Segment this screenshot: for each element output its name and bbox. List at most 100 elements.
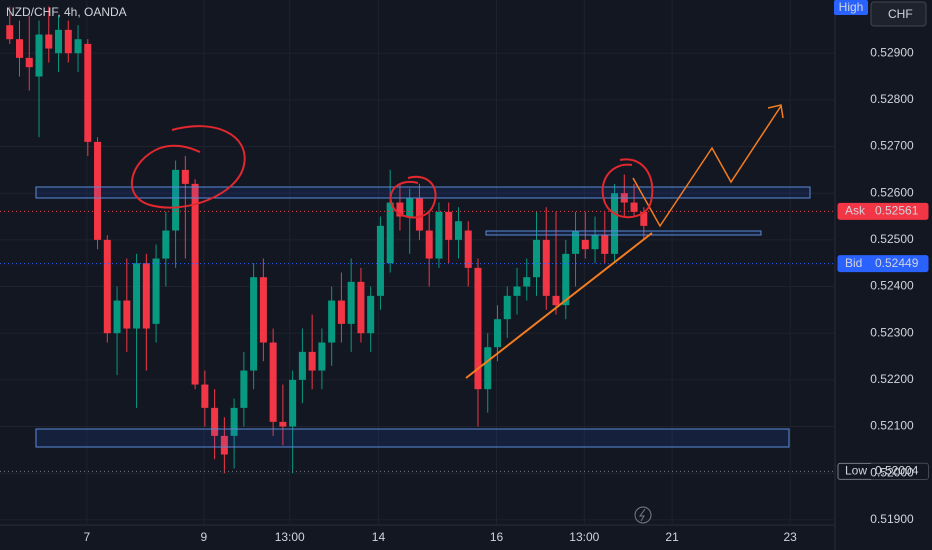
- price-tag-value-bg: [870, 463, 928, 480]
- circle-highlight: [389, 175, 437, 219]
- candle-body: [591, 235, 599, 250]
- candle-body: [630, 202, 638, 212]
- candle-body: [386, 202, 394, 264]
- candle-body: [562, 253, 570, 306]
- y-tick-label: 0.52600: [870, 185, 914, 199]
- resistance-zone: [35, 186, 811, 199]
- candle-body: [201, 384, 209, 408]
- candle-body: [357, 281, 365, 334]
- candle-body: [552, 295, 560, 306]
- candle-body: [572, 230, 580, 254]
- candle-body: [425, 230, 433, 259]
- candle-body: [484, 347, 492, 390]
- circle-highlight: [131, 125, 246, 209]
- drawings: [35, 104, 811, 448]
- candle-body: [640, 211, 648, 226]
- replay-icon-bolt: [639, 508, 646, 522]
- y-tick-label: 0.52800: [870, 92, 914, 106]
- x-tick-label: 21: [665, 530, 679, 544]
- x-tick-label: 9: [201, 530, 208, 544]
- candle-body: [6, 25, 14, 40]
- candle-body: [474, 267, 482, 390]
- candle-body: [181, 169, 189, 184]
- candle-body: [396, 202, 404, 217]
- currency-button-bg[interactable]: [870, 1, 927, 27]
- candle-body: [74, 39, 82, 54]
- price-tag-value-bg: [870, 255, 928, 272]
- candle-body: [250, 277, 258, 371]
- y-tick-label: 0.52100: [870, 419, 914, 433]
- candle-body: [45, 34, 53, 49]
- x-tick-label: 13:00: [275, 530, 305, 544]
- candle-body: [162, 230, 170, 259]
- candle-body: [279, 421, 287, 427]
- price-tag-value-bg: [870, 203, 928, 220]
- price-tag-value: 0.52004: [875, 464, 919, 478]
- candle-body: [142, 263, 150, 329]
- candle-body: [347, 281, 355, 324]
- candle-body: [259, 277, 267, 343]
- price-tag-name: Low: [845, 464, 867, 478]
- plot: [0, 6, 835, 474]
- y-tick-label: 0.52700: [870, 139, 914, 153]
- candle-body: [435, 211, 443, 259]
- candle-body: [318, 342, 326, 371]
- circle-highlight: [601, 158, 654, 219]
- y-tick-label: 0.51900: [870, 512, 914, 526]
- candle-body: [308, 351, 316, 371]
- candle-body: [94, 141, 102, 240]
- candle-body: [172, 169, 180, 231]
- candle-body: [406, 197, 414, 217]
- x-tick-label: 23: [783, 530, 797, 544]
- y-tick-label: 0.52000: [870, 465, 914, 479]
- candle-body: [55, 29, 63, 54]
- candle-body: [191, 183, 199, 385]
- y-tick-label: 0.52200: [870, 372, 914, 386]
- price-tag-name: Bid: [845, 256, 862, 270]
- candle-body: [84, 43, 92, 142]
- price-tag-value: 0.52561: [875, 204, 919, 218]
- candle-body: [211, 407, 219, 436]
- projection-arrow: [767, 104, 784, 119]
- candle-body: [503, 295, 511, 320]
- currency-button[interactable]: CHF: [888, 7, 913, 21]
- candle-body: [35, 34, 43, 77]
- candle-body: [415, 197, 423, 231]
- candle-body: [581, 239, 589, 250]
- x-tick-label: 13:00: [569, 530, 599, 544]
- candle-body: [513, 286, 521, 296]
- candle-body: [220, 435, 228, 455]
- high-tag: High: [839, 0, 864, 14]
- candle-body: [445, 211, 453, 240]
- candle-body: [240, 370, 248, 408]
- neckline-zone: [485, 230, 762, 236]
- y-tick-label: 0.52400: [870, 279, 914, 293]
- trendline: [465, 232, 653, 379]
- candle-body: [103, 239, 111, 334]
- candle-body: [123, 300, 131, 329]
- x-tick-label: 16: [490, 530, 504, 544]
- candle-body: [523, 277, 531, 287]
- price-tag-name: Ask: [845, 204, 866, 218]
- candle-body: [289, 379, 297, 427]
- candle-body: [611, 193, 619, 254]
- candle-body: [337, 300, 345, 324]
- candle-body: [532, 239, 541, 278]
- replay-icon[interactable]: [634, 506, 652, 524]
- candle-body: [376, 225, 384, 296]
- y-tick-label: 0.52900: [870, 45, 914, 59]
- candle-body: [152, 258, 160, 324]
- candle-body: [328, 300, 336, 343]
- y-tick-label: 0.52300: [870, 325, 914, 339]
- candle-body: [454, 221, 462, 240]
- candle-body: [15, 39, 24, 58]
- candle-body: [464, 230, 472, 268]
- symbol-title: NZD/CHF, 4h, OANDA: [6, 5, 127, 19]
- x-tick-label: 7: [83, 530, 90, 544]
- candle-body: [25, 57, 33, 68]
- y-tick-label: 0.52500: [870, 232, 914, 246]
- x-tick-label: 14: [372, 530, 386, 544]
- candle-body: [269, 342, 277, 422]
